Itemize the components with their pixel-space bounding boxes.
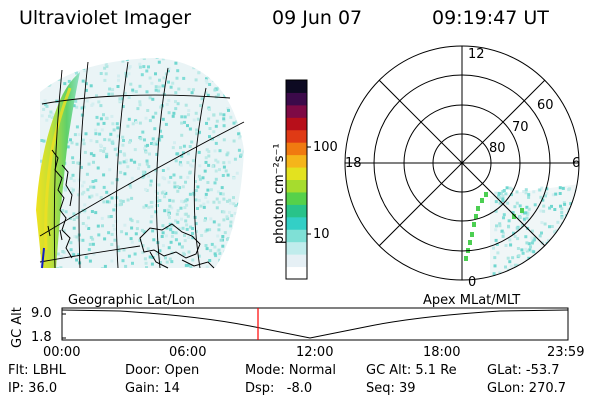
x-tick-label-2359: 23:59 xyxy=(547,345,585,360)
info-gain: Gain: 14 xyxy=(125,381,180,396)
altitude-plot-frame xyxy=(61,307,569,341)
colorbar-cell xyxy=(286,154,307,168)
mlt-label-12: 12 xyxy=(468,47,485,62)
geographic-image-panel xyxy=(36,58,245,269)
info-flt: Flt: LBHL xyxy=(8,363,66,378)
colorbar-axis-label: photon cm⁻²s⁻¹ xyxy=(272,143,287,244)
info-glon: GLon: 270.7 xyxy=(487,381,567,396)
coastline xyxy=(47,149,215,269)
colorbar xyxy=(285,79,311,280)
polar-grid xyxy=(344,45,580,281)
meridian-line xyxy=(78,61,89,269)
observation-time: 09:19:47 UT xyxy=(432,7,549,29)
colorbar-cell xyxy=(286,179,307,193)
meridian-line xyxy=(115,61,129,269)
x-tick-label-1200: 12:00 xyxy=(296,345,334,360)
parallel-line xyxy=(39,245,141,263)
mlt-label-18: 18 xyxy=(345,156,362,171)
colorbar-cell xyxy=(286,167,307,180)
meridian-line xyxy=(155,67,169,269)
colorbar-cell xyxy=(286,92,307,106)
colorbar-cell xyxy=(286,129,307,143)
x-tick-label-1800: 18:00 xyxy=(423,345,461,360)
colorbar-cell xyxy=(286,216,307,230)
y-tick-label-9: 9.0 xyxy=(31,306,52,321)
apex-caption: Apex MLat/MLT xyxy=(423,293,521,308)
instrument-title: Ultraviolet Imager xyxy=(19,7,192,29)
colorbar-cell xyxy=(286,229,307,243)
altitude-curve xyxy=(61,309,569,339)
geographic-caption: Geographic Lat/Lon xyxy=(68,293,195,308)
info-gc-alt: GC Alt: 5.1 Re xyxy=(366,363,457,378)
x-tick-label-0600: 06:00 xyxy=(169,345,207,360)
info-ip: IP: 36.0 xyxy=(8,381,58,396)
altitude-ylabel: GC Alt xyxy=(10,307,25,348)
colorbar-tick-label-10: 10 xyxy=(313,227,330,242)
colorbar-cell xyxy=(286,204,307,218)
diagonal-line xyxy=(378,79,546,247)
colorbar-tick-label-100: 100 xyxy=(313,140,338,155)
colorbar-cell xyxy=(286,142,307,156)
y-tick-label-1-8: 1.8 xyxy=(31,330,52,345)
info-glat: GLat: -53.7 xyxy=(487,363,560,378)
info-seq: Seq: 39 xyxy=(366,381,416,396)
colorbar-cell xyxy=(286,191,307,205)
observation-date: 09 Jun 07 xyxy=(272,7,363,29)
mlat-label-60: 60 xyxy=(537,98,554,113)
x-tick-label-0000: 00:00 xyxy=(43,345,81,360)
mlt-label-0: 0 xyxy=(468,275,477,290)
parallel-line xyxy=(41,94,231,105)
colorbar-cell xyxy=(286,241,307,255)
colorbar-cell xyxy=(286,80,307,93)
polar-emission-speckle xyxy=(464,184,579,280)
colorbar-cell xyxy=(286,266,307,280)
info-door: Door: Open xyxy=(125,363,200,378)
colorbar-frame xyxy=(285,79,308,280)
mlat-label-80: 80 xyxy=(489,141,506,156)
colorbar-cell xyxy=(286,104,307,118)
altitude-plot xyxy=(61,307,569,341)
colorbar-cell xyxy=(286,117,307,131)
parallel-line xyxy=(39,121,245,237)
info-dsp: Dsp: -8.0 xyxy=(245,381,313,396)
apex-polar-panel xyxy=(344,45,580,281)
mlt-label-6: 6 xyxy=(572,156,581,171)
colorbar-cell xyxy=(286,254,307,268)
mlat-label-70: 70 xyxy=(512,120,529,135)
info-mode: Mode: Normal xyxy=(245,363,336,378)
meridian-line xyxy=(193,87,207,269)
coastline-edge xyxy=(41,247,45,269)
